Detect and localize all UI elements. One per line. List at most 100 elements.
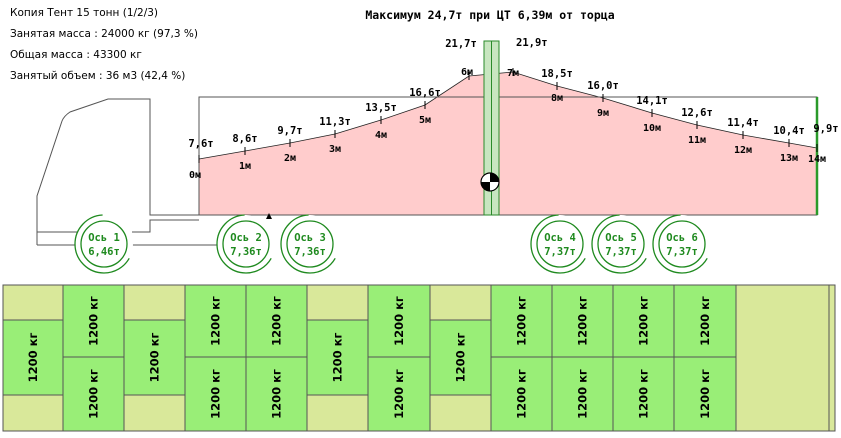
pallet-weight: 1200 кг (270, 369, 284, 419)
wheel-icon (591, 214, 651, 274)
pallet-box (123, 319, 186, 396)
axle-load: 7,36т (230, 246, 262, 258)
pallet: 1200 кг (367, 284, 431, 358)
curve-load-label: 11,4т (727, 117, 759, 129)
curve-load-label: 9,7т (277, 125, 302, 137)
pallet-weight: 1200 кг (576, 296, 590, 346)
pallet: 1200 кг (184, 284, 247, 358)
pallet-weight: 1200 кг (637, 296, 651, 346)
curve-distance-label: 12м (734, 145, 752, 156)
pallet: 1200 кг (123, 319, 186, 396)
pallet-box (490, 356, 553, 432)
pallet-box (62, 284, 125, 358)
pallet: 1200 кг (62, 356, 125, 432)
pallet-weight: 1200 кг (209, 296, 223, 346)
curve-load-label: 11,3т (319, 116, 351, 128)
pallet-weight: 1200 кг (698, 296, 712, 346)
wheel-icon (216, 214, 276, 274)
pallet-weight: 1200 кг (331, 333, 345, 383)
pallet: 1200 кг (184, 356, 247, 432)
truck-chassis (37, 219, 220, 246)
curve-distance-label: 2м (284, 153, 296, 164)
pallet: 1200 кг (306, 319, 369, 396)
axle-ring (597, 220, 645, 268)
pallet: 1200 кг (367, 356, 431, 432)
axle-load: 6,46т (88, 246, 120, 258)
axle-name: Ось 3 (294, 232, 326, 244)
pallet-box (184, 356, 247, 432)
pallet-box (673, 356, 737, 432)
axle-load: 7,36т (294, 246, 326, 258)
info-panel: Копия Тент 15 тонн (1/2/3) Занятая масса… (10, 3, 198, 87)
pallet: 1200 кг (551, 284, 614, 358)
pallet-weight: 1200 кг (87, 296, 101, 346)
wheel-icon (280, 214, 340, 274)
axle-1: Ось 1 6,46т (74, 214, 134, 274)
pallet-weight: 1200 кг (515, 369, 529, 419)
pallet: 1200 кг (673, 356, 737, 432)
occupied-mass: Занятая масса : 24000 кг (97,3 %) (10, 28, 198, 40)
wheel-icon (74, 214, 134, 274)
pallet: 1200 кг (245, 284, 308, 358)
curve-distance-label: 3м (329, 144, 341, 155)
wheel-icon (652, 214, 712, 274)
axle-name: Ось 4 (544, 232, 576, 244)
pallet-box (367, 284, 431, 358)
curve-distance-label: 4м (375, 130, 387, 141)
curve-load-label: 21,9т (516, 37, 548, 49)
pallet: 1200 кг (490, 356, 553, 432)
axle-name: Ось 5 (605, 232, 637, 244)
axle-name: Ось 2 (230, 232, 262, 244)
curve-distance-label: 1м (239, 161, 251, 172)
axle-load: 7,37т (544, 246, 576, 258)
pallet-box (367, 356, 431, 432)
pallet: 1200 кг (429, 319, 492, 396)
curve-load-label: 13,5т (365, 102, 397, 114)
axle-ring (222, 220, 270, 268)
load-curve-area (199, 72, 817, 215)
curve-distance-label: 7м (507, 68, 519, 79)
curve-load-label: 16,0т (587, 80, 619, 92)
pallet: 1200 кг (612, 284, 675, 358)
pallet: 1200 кг (612, 356, 675, 432)
truck-cab (36, 98, 199, 245)
axle-load: 7,37т (666, 246, 698, 258)
curve-distance-label: 11м (688, 135, 706, 146)
pallet-weight: 1200 кг (392, 369, 406, 419)
axle-ring (286, 220, 334, 268)
pallet-box (551, 356, 614, 432)
curve-distance-label: 14м (808, 154, 826, 165)
axles: Ось 1 6,46т Ось 2 7,36т Ось 3 7,36т Ось 4 7,37т… (74, 214, 712, 274)
axle-ring (536, 220, 584, 268)
axle-6: Ось 6 7,37т (652, 214, 712, 274)
curve-load-label: 18,5т (541, 68, 573, 80)
pallet: 1200 кг (490, 284, 553, 358)
pallet-weight: 1200 кг (392, 296, 406, 346)
axle-ring (80, 220, 128, 268)
curve-load-label: 12,6т (681, 107, 713, 119)
curve-load-label: 14,1т (636, 95, 668, 107)
pallet: 1200 кг (62, 284, 125, 358)
pallet-weight: 1200 кг (637, 369, 651, 419)
curve-load-label: 9,9т (813, 123, 838, 135)
fifth-wheel-marker (266, 213, 272, 219)
pallet-box (612, 356, 675, 432)
curve-load-label: 7,6т (188, 138, 213, 150)
curve-load-label: 10,4т (773, 125, 805, 137)
pallet: 1200 кг (245, 356, 308, 432)
pallet-weight: 1200 кг (515, 296, 529, 346)
pallet-weight: 1200 кг (576, 369, 590, 419)
pallet-weight: 1200 кг (87, 369, 101, 419)
center-of-gravity-icon (480, 172, 500, 192)
pallet: 1200 кг (2, 319, 64, 396)
pallet-layout: 1200 кг 1200 кг 1200 кг 1200 кг 1200 кг 1200 … (2, 284, 830, 432)
pallet: 1200 кг (551, 356, 614, 432)
pallet-box (184, 284, 247, 358)
axle-4: Ось 4 7,37т (530, 214, 590, 274)
axle-2: Ось 2 7,36т (216, 214, 276, 274)
curve-load-label: 8,6т (232, 133, 257, 145)
load-curve-labels: 7,6т 0м 8,6т 1м 9,7т 2м 11,3т 3м 13,5т 4м 16,6т 5м 2… (188, 37, 838, 181)
curve-load-label: 16,6т (409, 87, 441, 99)
curve-distance-label: 0м (189, 170, 201, 181)
